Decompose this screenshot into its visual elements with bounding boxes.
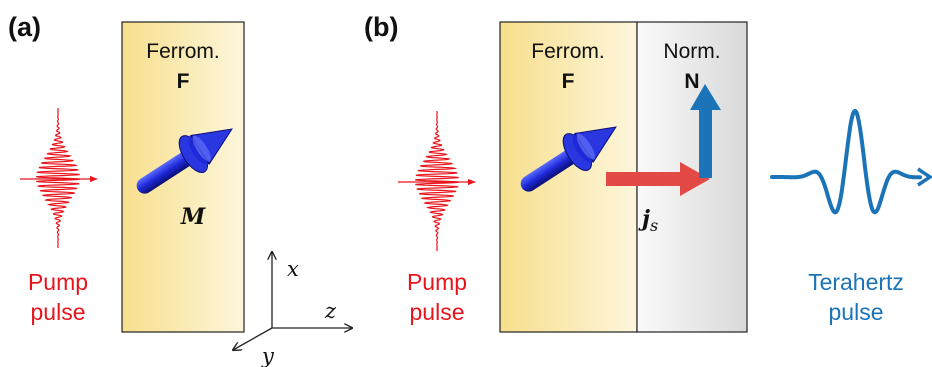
ferromagnet-letter-b: F	[562, 70, 575, 93]
pump-waveform-a	[36, 108, 80, 248]
magnetization-arrow-a	[136, 128, 233, 194]
spin-current-arrow	[606, 162, 710, 196]
normal-metal-title: Norm.	[663, 40, 720, 63]
pump-label-b-line2: pulse	[410, 299, 465, 325]
axis-y-arrow	[233, 327, 273, 350]
ferromagnet-title-a: Ferrom.	[146, 40, 220, 63]
pump-pulse-b	[398, 111, 476, 251]
panel-a-label: (a)	[8, 12, 41, 42]
spin-current-subscript: s	[650, 216, 658, 235]
axis-z-label: z	[324, 299, 337, 323]
panel-a: (a) Pump pulse Ferrom. F M x z y	[8, 12, 352, 367]
normal-metal-letter: N	[684, 70, 699, 93]
pump-label-a-line2: pulse	[31, 299, 86, 325]
pump-label-b-line1: Pump	[407, 269, 467, 295]
axis-x-label: x	[287, 257, 299, 281]
axis-y-label: y	[261, 344, 275, 367]
terahertz-waveform	[770, 108, 922, 215]
panel-b: (b) Pump pulse Ferrom. F Norm. N js	[364, 12, 932, 333]
magnetization-label: M	[180, 204, 206, 230]
ferromagnet-slab-a	[121, 21, 245, 333]
charge-current-arrow	[690, 84, 721, 178]
panel-b-label: (b)	[364, 12, 398, 42]
terahertz-label-line1: Terahertz	[808, 269, 904, 295]
pump-label-a-line1: Pump	[28, 269, 88, 295]
ferromagnet-letter-a: F	[177, 70, 190, 93]
pump-pulse-a	[20, 108, 98, 248]
pump-waveform-b	[415, 111, 459, 251]
magnetization-arrow-b	[520, 126, 617, 192]
coordinate-axes: x z y	[233, 252, 352, 367]
terahertz-arrowhead	[917, 167, 932, 187]
terahertz-label-line2: pulse	[829, 299, 884, 325]
ferromagnet-title-b: Ferrom.	[531, 40, 605, 63]
